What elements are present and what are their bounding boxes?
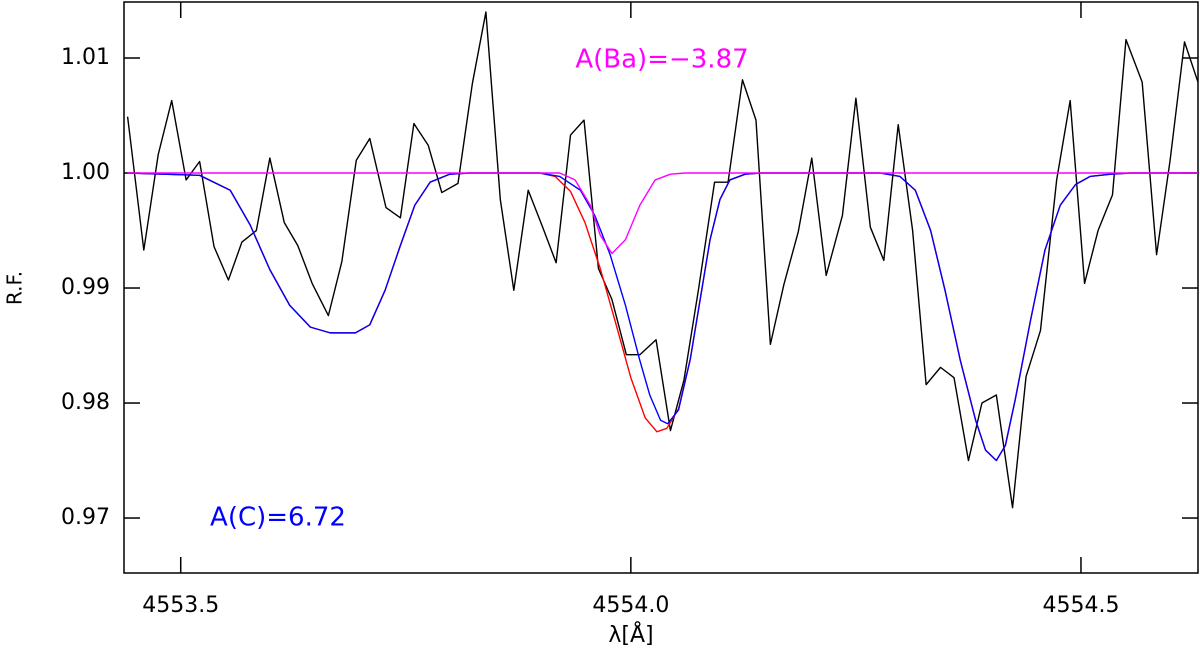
x-tick-label: 4553.5 [142, 593, 219, 618]
y-axis-label: R.F. [3, 271, 27, 305]
spectrum-line [126, 11, 1198, 509]
x-axis-label: λ[Å] [608, 621, 653, 648]
x-tick-label: 4554.5 [1042, 593, 1119, 618]
spectrum-line [127, 172, 1198, 462]
y-tick-label: 0.99 [61, 275, 110, 300]
spectrum-line [127, 172, 1198, 462]
annotation: A(Ba)=−3.87 [575, 45, 748, 75]
x-tick-label: 4554.0 [592, 593, 669, 618]
y-tick-label: 1.01 [61, 45, 110, 70]
annotation: A(C)=6.72 [210, 503, 346, 533]
y-tick-label: 0.97 [61, 505, 110, 530]
spectrum-line [127, 172, 1198, 255]
y-tick-label: 0.98 [61, 390, 110, 415]
y-tick-label: 1.00 [61, 160, 110, 185]
